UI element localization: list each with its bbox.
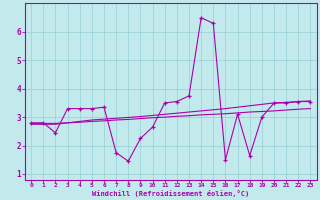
X-axis label: Windchill (Refroidissement éolien,°C): Windchill (Refroidissement éolien,°C) xyxy=(92,190,249,197)
